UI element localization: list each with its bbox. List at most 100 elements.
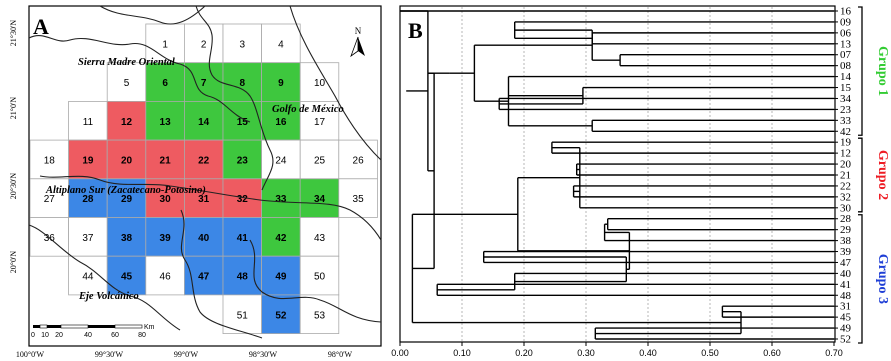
lon-axis: 100°0'W 99°30'W 99°0'W 98°30'W 98°0'W xyxy=(16,350,353,359)
x-tick-label: 0.40 xyxy=(639,348,657,358)
lat-axis: 21°30'N 21°0'N 20°30'N 20°0'N xyxy=(9,20,18,274)
north-arrow-icon: N xyxy=(350,26,365,58)
grid-cell xyxy=(299,178,340,218)
leaf-label: 16 xyxy=(840,6,852,18)
cell-number: 37 xyxy=(82,233,94,244)
cell-number: 51 xyxy=(237,310,249,321)
x-tick-label: 0.00 xyxy=(391,348,409,358)
cell-number: 28 xyxy=(82,194,94,205)
leaf-label: 09 xyxy=(840,16,852,28)
leaf-label: 45 xyxy=(840,312,852,324)
grid-cell xyxy=(299,139,340,180)
group-bracket xyxy=(858,137,863,213)
x-tick-label: 0.50 xyxy=(701,348,719,358)
cell-number: 22 xyxy=(198,155,210,166)
cell-number: 11 xyxy=(83,117,94,128)
scale-label: 80 xyxy=(138,332,146,339)
scale-label: 10 xyxy=(41,332,49,339)
grid-cell xyxy=(222,139,262,180)
cell-number: 53 xyxy=(314,310,326,321)
leaf-label: 08 xyxy=(840,60,852,72)
cell-number: 24 xyxy=(275,155,287,166)
leaf-label: 38 xyxy=(840,235,852,247)
leaf-label: 40 xyxy=(840,268,852,280)
cell-number: 46 xyxy=(160,272,172,283)
cell-number: 50 xyxy=(314,272,326,283)
cell-number: 21 xyxy=(160,155,172,166)
group-label: Grupo 2 xyxy=(875,150,890,200)
group-bracket xyxy=(858,6,863,136)
x-axis: 0.00 0.10 0.20 0.30 0.40 0.50 0.60 0.70 xyxy=(391,342,843,358)
grid-cell xyxy=(299,101,340,141)
scale-label: 40 xyxy=(84,332,92,339)
grid-cell xyxy=(145,23,185,64)
dendrogram-frame xyxy=(399,5,836,343)
group-brackets: Grupo 1 Grupo 2 Grupo 3 xyxy=(858,6,890,344)
region-label: Golfo de México xyxy=(272,104,344,115)
cell-number: 39 xyxy=(160,233,172,244)
leaf-label: 49 xyxy=(840,323,852,335)
grid-cell xyxy=(261,217,301,257)
cell-number: 38 xyxy=(121,233,133,244)
leaf-label: 20 xyxy=(840,159,852,171)
x-tick-label: 0.70 xyxy=(825,348,843,358)
grid-cell xyxy=(261,101,301,141)
cell-number: 8 xyxy=(240,78,246,89)
x-tick-label: 0.60 xyxy=(763,348,781,358)
leaf-label: 07 xyxy=(840,49,852,61)
cell-number: 43 xyxy=(314,233,326,244)
leaf-label: 12 xyxy=(840,148,851,160)
cell-number: 19 xyxy=(82,155,94,166)
grid-cell xyxy=(299,255,340,296)
group-bracket xyxy=(858,214,863,344)
leaf-labels: 1609061307081415342333421912202122323028… xyxy=(834,6,852,346)
cell-number: 6 xyxy=(162,78,168,89)
cell-number: 1 xyxy=(162,39,168,50)
cell-number: 52 xyxy=(275,310,287,321)
cell-number: 31 xyxy=(198,194,210,205)
cell-number: 32 xyxy=(237,194,249,205)
cell-number: 48 xyxy=(237,272,249,283)
leaf-label: 22 xyxy=(840,180,851,192)
cell-number: 30 xyxy=(160,194,172,205)
scale-label: 0 xyxy=(31,332,35,339)
cell-number: 20 xyxy=(121,155,133,166)
lat-tick-label: 21°0'N xyxy=(9,97,18,120)
x-tick-label: 0.10 xyxy=(453,348,471,358)
leaf-label: 41 xyxy=(840,279,851,291)
grid-cell xyxy=(145,101,185,141)
boundary-lines xyxy=(28,5,382,339)
cell-number: 34 xyxy=(314,194,326,205)
cell-number: 3 xyxy=(240,39,246,50)
lon-tick-label: 99°0'W xyxy=(174,350,199,359)
region-label: Eje Volcánico xyxy=(78,291,139,302)
cell-number: 26 xyxy=(353,155,365,166)
group-label: Grupo 3 xyxy=(875,254,890,304)
panel-a-letter: A xyxy=(33,14,49,39)
grid-cell xyxy=(222,23,262,64)
leaf-label: 31 xyxy=(840,301,851,313)
leaf-label: 21 xyxy=(840,170,851,182)
scale-label: 60 xyxy=(111,332,119,339)
leaf-label: 39 xyxy=(840,246,852,258)
cell-number: 4 xyxy=(278,39,284,50)
grid-cell xyxy=(261,23,301,64)
group-label: Grupo 1 xyxy=(875,46,890,96)
grid-cell xyxy=(338,178,378,218)
grid-cell xyxy=(261,178,301,218)
cell-number: 41 xyxy=(237,233,249,244)
cell-number: 13 xyxy=(160,117,172,128)
panel-b-dendrogram: 1609061307081415342333421912202122323028… xyxy=(391,5,890,358)
x-tick-label: 0.20 xyxy=(515,348,533,358)
lat-tick-label: 20°0'N xyxy=(9,251,18,274)
grid-cell xyxy=(145,255,185,296)
grid-cell xyxy=(68,217,108,257)
leaf-label: 15 xyxy=(840,82,852,94)
cell-number: 17 xyxy=(314,117,326,128)
lon-tick-label: 98°30'W xyxy=(249,350,278,359)
grid-cell xyxy=(68,101,108,141)
leaf-label: 14 xyxy=(840,71,852,83)
grid-cell xyxy=(222,294,262,334)
